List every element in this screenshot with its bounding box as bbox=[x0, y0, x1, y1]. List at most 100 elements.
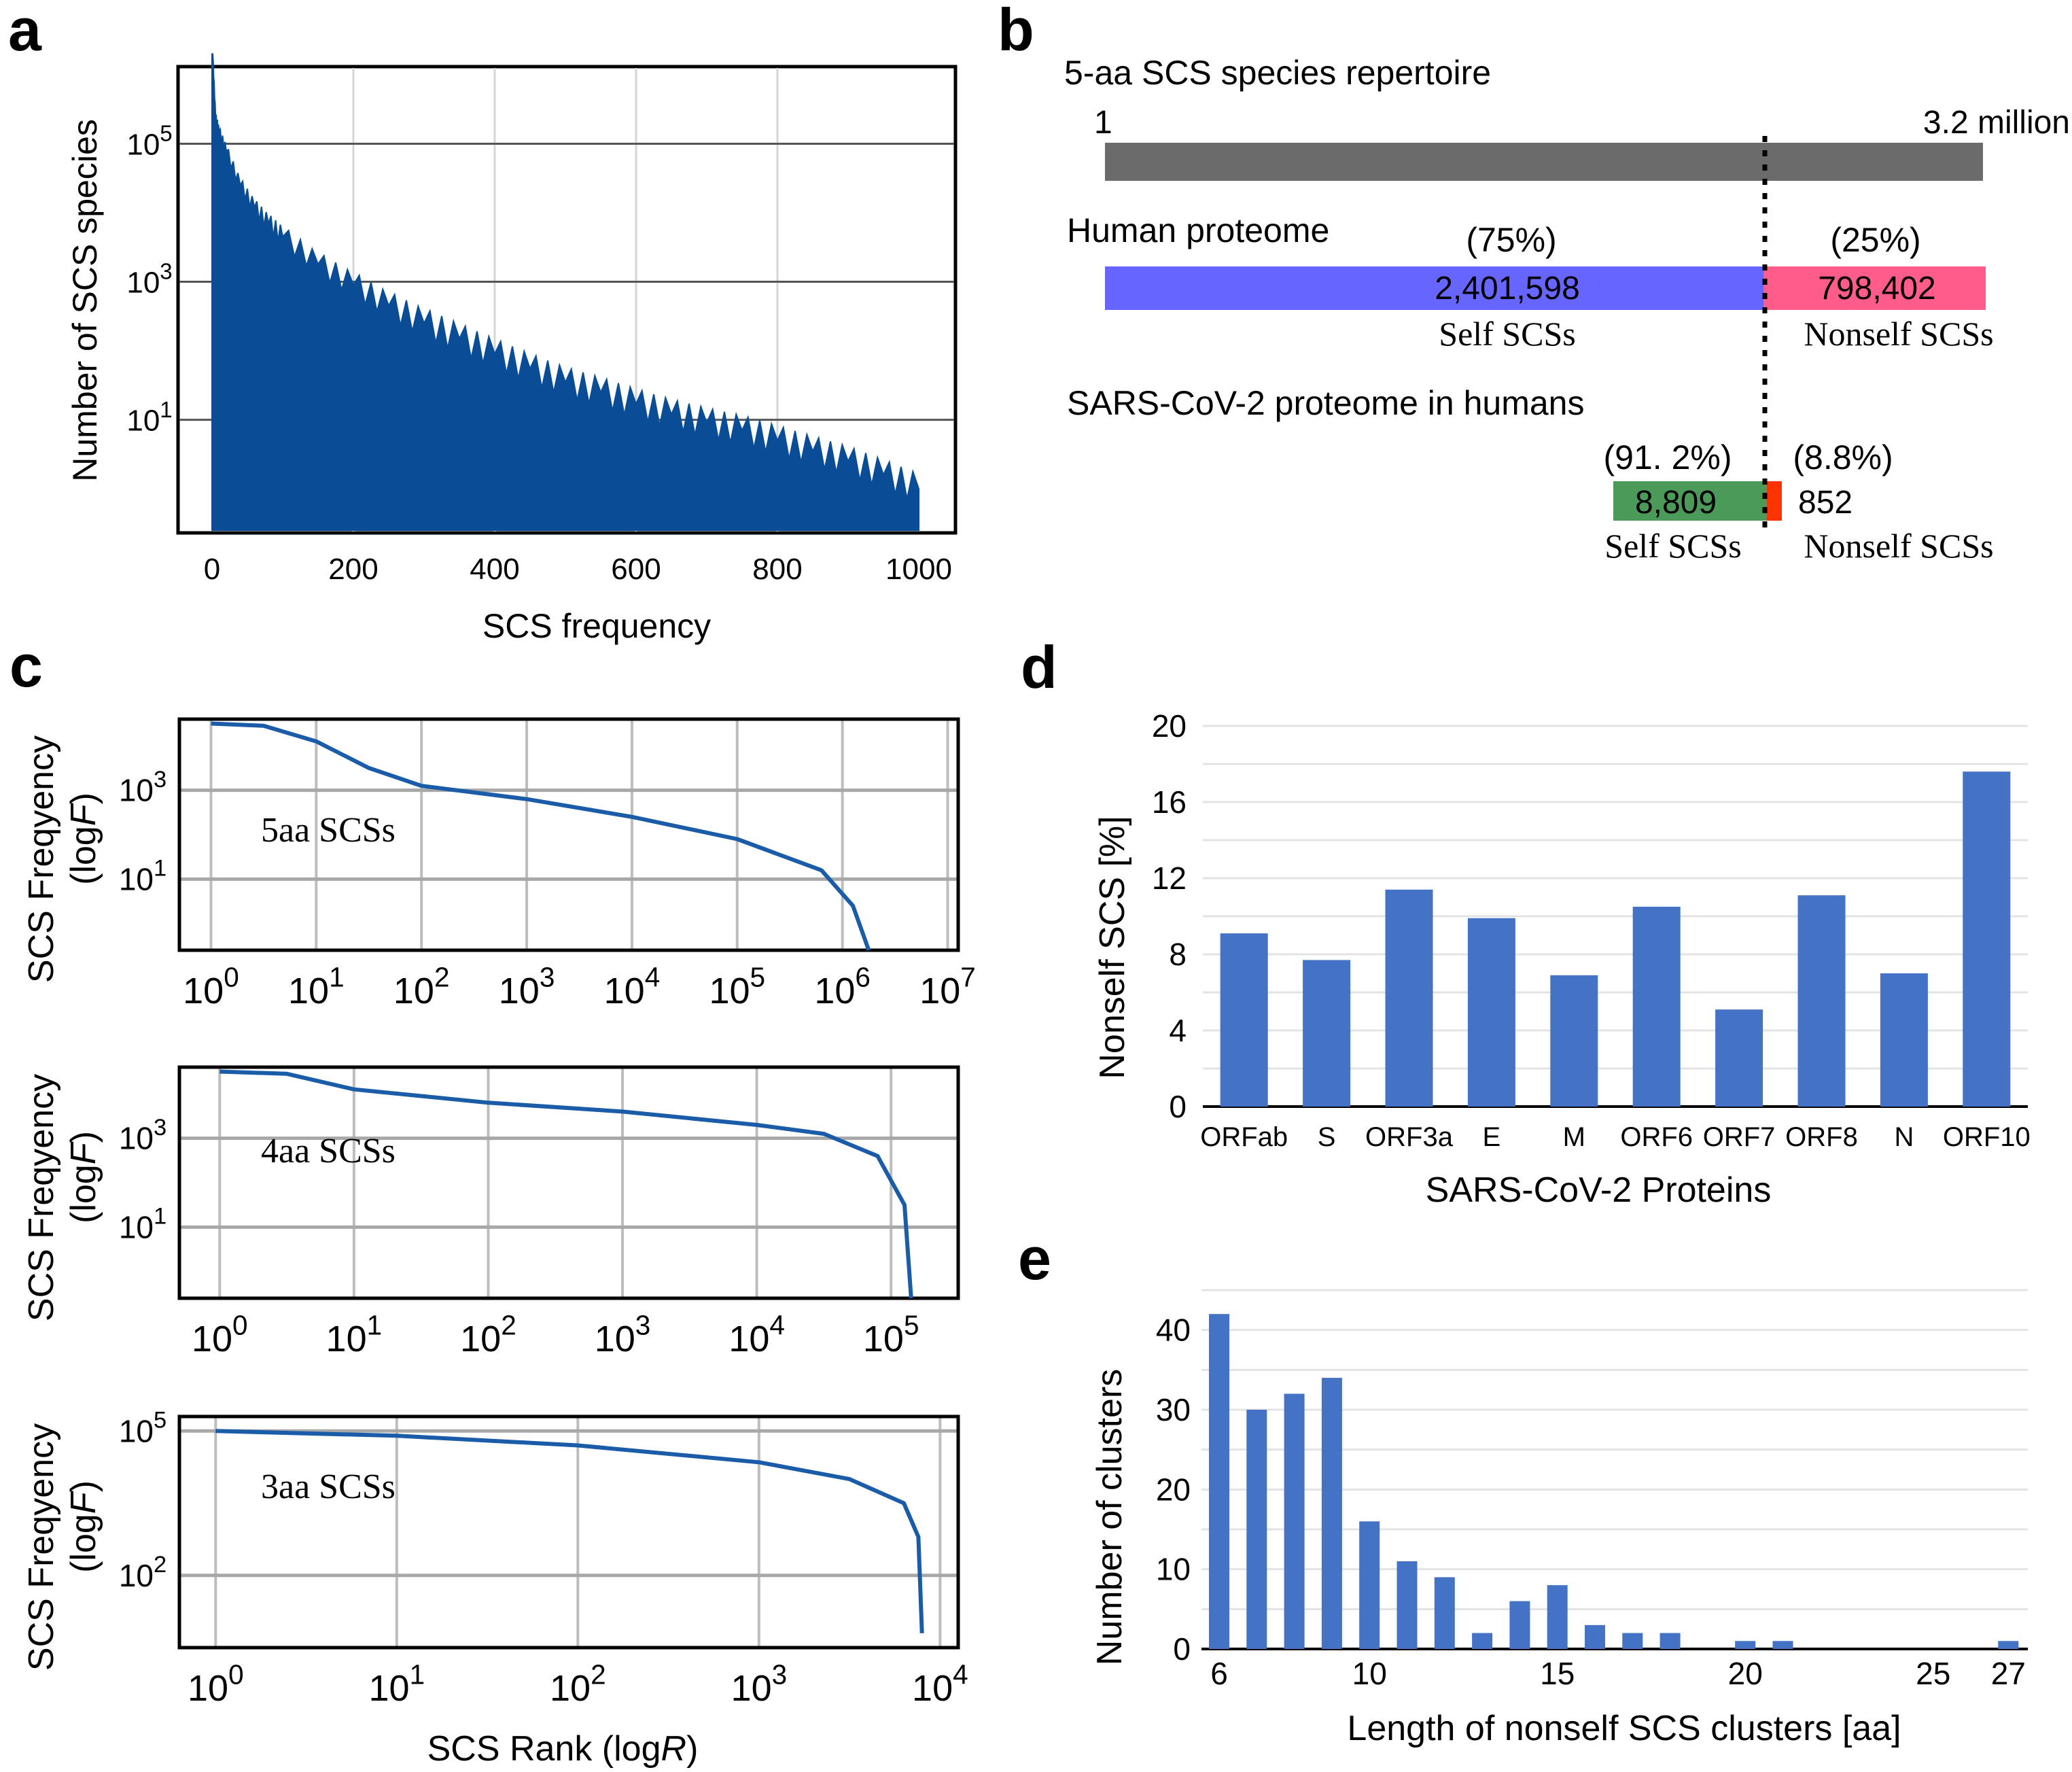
panel-e-y-tick-label: 20 bbox=[1156, 1472, 1191, 1507]
panel-e-x-tick-label: 27 bbox=[1991, 1656, 2026, 1691]
panel-c-y-tick-label: 101 bbox=[119, 1204, 166, 1245]
panel-e-y-tick-label: 40 bbox=[1156, 1313, 1191, 1348]
panel-d-y-axis-label: Nonself SCS [%] bbox=[1093, 816, 1132, 1079]
panel-d-x-tick-label: S bbox=[1318, 1122, 1336, 1152]
repertoire-bar bbox=[1105, 143, 1983, 181]
panel-c-x-tick-label: 103 bbox=[499, 962, 555, 1011]
panel-c-x-tick-label: 103 bbox=[731, 1659, 788, 1709]
panel-c-y-tick-label: 103 bbox=[119, 767, 166, 808]
panel-c-x-tick-label: 104 bbox=[912, 1659, 968, 1709]
panel-a-x-tick-label: 400 bbox=[470, 553, 519, 586]
panel-e-bar bbox=[1359, 1521, 1380, 1649]
panel-c-x-tick-label: 102 bbox=[393, 962, 450, 1011]
panel-c-y-axis-label-line1: SCS Freqyency bbox=[22, 1423, 61, 1671]
panel-e-bar bbox=[1209, 1314, 1229, 1649]
panel-c-x-tick-label: 101 bbox=[288, 962, 345, 1011]
panel-e-x-tick-label: 6 bbox=[1210, 1656, 1228, 1691]
panel-b-scs-repertoire: 5-aa SCS species repertoire 1 3.2 millio… bbox=[1064, 54, 2070, 565]
panel-d-bar bbox=[1385, 889, 1433, 1107]
sars-nonself-bar bbox=[1767, 481, 1782, 521]
panel-c-frame bbox=[177, 1414, 960, 1650]
panel-e-bar bbox=[1660, 1633, 1681, 1649]
panel-c-rank-frequency-curve bbox=[220, 1069, 913, 1299]
panel-e-bar bbox=[1434, 1577, 1455, 1649]
human-self-bar bbox=[1105, 266, 1764, 310]
panel-d-y-tick-label: 8 bbox=[1169, 937, 1187, 972]
sars-self-bar bbox=[1613, 481, 1767, 521]
panel-c-x-tick-label: 100 bbox=[192, 1310, 248, 1359]
panel-c-rank-frequency-curve bbox=[215, 1429, 924, 1633]
repertoire-end-label: 3.2 million bbox=[1923, 105, 2070, 141]
panel-d-bar bbox=[1632, 907, 1681, 1107]
sars-proteome-label: SARS-CoV-2 proteome in humans bbox=[1067, 384, 1584, 422]
panel-c-y-axis-label-line2: (logF) bbox=[64, 1131, 103, 1223]
panel-d-bar bbox=[1715, 1009, 1763, 1107]
human-nonself-value: 798,402 bbox=[1818, 271, 1936, 307]
panel-c-series-label: 4aa SCSs bbox=[261, 1132, 396, 1170]
panel-e-cluster-length-histogram: 0 10 20 30 40 6 10 15 20 25 27 Length of nonself S… bbox=[1090, 1289, 2028, 1748]
panel-c-y-tick-label: 103 bbox=[119, 1115, 166, 1156]
panel-e-bar bbox=[1472, 1633, 1493, 1649]
panel-e-bar bbox=[1509, 1601, 1530, 1649]
panel-letter-a: a bbox=[8, 0, 42, 63]
panel-d-x-tick-label: ORF6 bbox=[1620, 1122, 1693, 1152]
panel-e-bar bbox=[1246, 1410, 1267, 1649]
panel-a-x-tick-label: 600 bbox=[611, 553, 661, 586]
panel-d-x-tick-label: ORF8 bbox=[1785, 1122, 1858, 1152]
panel-c-x-tick-label: 106 bbox=[814, 962, 871, 1011]
panel-letter-d: d bbox=[1021, 633, 1057, 701]
panel-a-y-tick-label: 101 bbox=[126, 397, 172, 438]
sars-self-pct: (91. 2%) bbox=[1604, 438, 1732, 476]
panel-c-x-tick-label: 104 bbox=[604, 962, 661, 1011]
panel-e-y-tick-label: 10 bbox=[1156, 1552, 1191, 1587]
panel-c-x-tick-label: 104 bbox=[728, 1310, 785, 1359]
sars-self-category: Self SCSs bbox=[1604, 527, 1741, 565]
panel-c-x-axis-label: SCS Rank (logR) bbox=[427, 1729, 699, 1769]
panel-e-bar bbox=[1397, 1561, 1418, 1649]
panel-d-bar bbox=[1797, 895, 1846, 1107]
human-nonself-category: Nonself SCSs bbox=[1804, 315, 1993, 353]
panel-e-bar bbox=[1772, 1641, 1793, 1649]
panel-d-x-tick-label: N bbox=[1894, 1122, 1914, 1152]
panel-e-bar bbox=[1585, 1625, 1605, 1649]
sars-nonself-category: Nonself SCSs bbox=[1804, 527, 1993, 565]
panel-a-x-tick-label: 200 bbox=[328, 553, 378, 586]
panel-e-bar bbox=[1284, 1393, 1305, 1649]
panel-letter-b: b bbox=[998, 0, 1034, 63]
panel-b-title: 5-aa SCS species repertoire bbox=[1064, 54, 1491, 92]
panel-e-x-axis-label: Length of nonself SCS clusters [aa] bbox=[1347, 1709, 1901, 1748]
panel-c-y-axis-label-line2: (logF) bbox=[64, 1480, 103, 1573]
panel-d-x-tick-label: ORF7 bbox=[1703, 1122, 1776, 1152]
panel-c-rank-frequency: 101 103 5aa SCSs 100 101 102 103 104 105 106 107 SC… bbox=[22, 717, 976, 1769]
panel-c-x-tick-label: 102 bbox=[460, 1310, 516, 1359]
panel-d-x-tick-label: ORF3a bbox=[1365, 1122, 1454, 1152]
panel-d-y-tick-label: 0 bbox=[1169, 1089, 1187, 1124]
human-nonself-pct: (25%) bbox=[1830, 221, 1920, 259]
panel-c-rank-frequency-curve bbox=[211, 721, 871, 952]
panel-e-x-tick-label: 20 bbox=[1728, 1656, 1763, 1691]
panel-letter-c: c bbox=[10, 632, 43, 699]
panel-e-x-tick-label: 15 bbox=[1540, 1656, 1575, 1691]
panel-c-x-tick-label: 102 bbox=[550, 1659, 606, 1709]
panel-a-x-tick-label: 1000 bbox=[885, 553, 952, 586]
panel-e-bar bbox=[1622, 1633, 1643, 1649]
sars-nonself-value: 852 bbox=[1798, 485, 1852, 521]
panel-c-y-tick-label: 102 bbox=[119, 1552, 166, 1593]
panel-e-y-tick-label: 0 bbox=[1173, 1631, 1191, 1667]
sars-nonself-pct: (8.8%) bbox=[1793, 438, 1893, 476]
panel-a-frequency-area bbox=[211, 53, 919, 531]
panel-d-y-tick-label: 4 bbox=[1169, 1013, 1187, 1048]
panel-d-x-tick-label: ORFab bbox=[1200, 1122, 1288, 1152]
panel-d-x-axis-label: SARS-CoV-2 Proteins bbox=[1426, 1170, 1772, 1210]
panel-c-x-tick-label: 101 bbox=[326, 1310, 383, 1359]
panel-a-x-axis-label: SCS frequency bbox=[482, 607, 711, 645]
panel-d-bar bbox=[1880, 973, 1928, 1107]
panel-c-3aa-plot: 102 105 3aa SCSs 100 101 102 103 104 SCS Freqyen… bbox=[22, 1408, 968, 1709]
sars-self-value: 8,809 bbox=[1635, 485, 1717, 521]
panel-c-y-tick-label: 105 bbox=[119, 1408, 166, 1449]
panel-d-bar bbox=[1303, 960, 1351, 1107]
panel-c-x-tick-label: 103 bbox=[595, 1310, 651, 1359]
panel-e-x-tick-label: 10 bbox=[1352, 1656, 1387, 1691]
panel-c-x-tick-label: 107 bbox=[919, 962, 976, 1011]
